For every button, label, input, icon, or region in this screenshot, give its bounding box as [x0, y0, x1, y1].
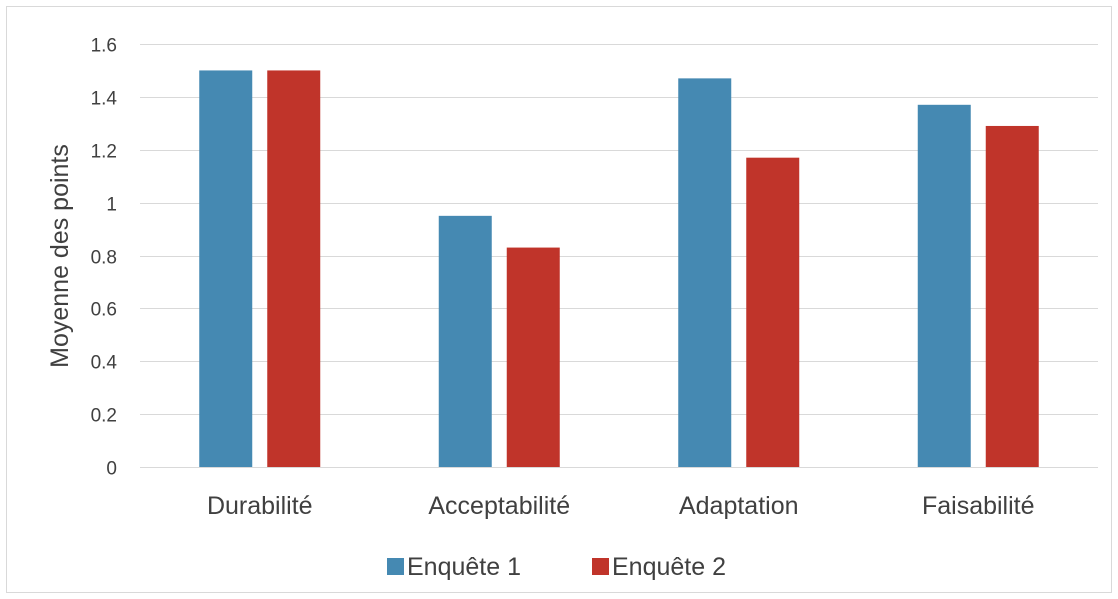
bar-1-3 — [678, 78, 732, 468]
y-tick-label: 1.6 — [91, 36, 117, 57]
y-tick-label: 1.4 — [91, 89, 118, 110]
bar-1-4 — [917, 104, 971, 468]
y-axis-label: Moyenne des points — [46, 144, 74, 368]
bar-2-1 — [267, 70, 321, 467]
legend-label: Enquête 1 — [407, 553, 521, 581]
bars — [199, 70, 1039, 468]
y-tick-label: 0.2 — [91, 406, 117, 427]
bar-2-2 — [506, 247, 560, 467]
legend-swatch — [387, 558, 404, 575]
legend-label: Enquête 2 — [612, 553, 726, 581]
y-axis-ticks: 0 0.2 0.4 0.6 0.8 1 1.2 1.4 1.6 — [91, 36, 118, 480]
y-tick-label: 0.8 — [91, 248, 117, 269]
bar-2-3 — [746, 157, 800, 467]
y-tick-label: 1.2 — [91, 142, 117, 163]
y-tick-label: 0 — [106, 459, 117, 480]
x-category-label: Adaptation — [679, 492, 799, 520]
y-tick-label: 0.4 — [91, 353, 118, 374]
y-tick-label: 0.6 — [91, 300, 117, 321]
y-tick-label: 1 — [106, 195, 117, 216]
x-category-label: Faisabilité — [922, 492, 1035, 520]
x-category-label: Acceptabilité — [428, 492, 570, 520]
legend: Enquête 1 Enquête 2 — [387, 553, 726, 581]
x-category-label: Durabilité — [207, 492, 313, 520]
bar-1-1 — [199, 70, 253, 467]
legend-swatch — [592, 558, 609, 575]
x-axis-categories: Durabilité Acceptabilité Adaptation Faisabi… — [207, 492, 1035, 520]
bar-2-4 — [985, 125, 1039, 468]
bar-1-2 — [438, 215, 492, 467]
